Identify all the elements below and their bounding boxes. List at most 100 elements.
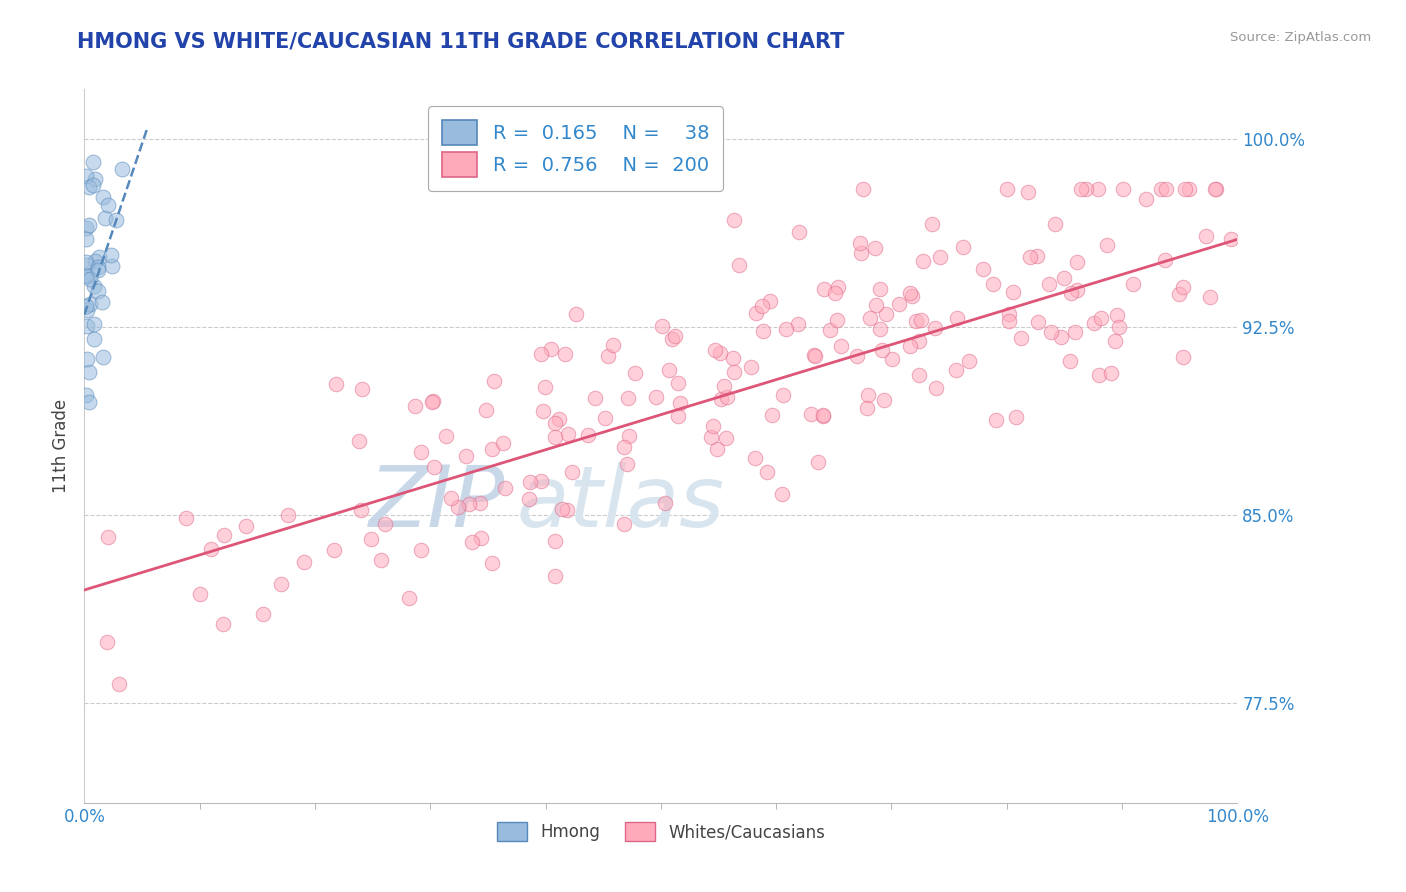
Point	[1173, 351, 1195, 365]
Point	[613, 517, 636, 532]
Point	[598, 349, 620, 363]
Text: atlas: atlas	[517, 461, 724, 545]
Point	[90, 295, 112, 310]
Point	[925, 381, 948, 395]
Point	[94, 211, 117, 225]
Point	[79, 365, 101, 379]
Point	[699, 430, 721, 444]
Point	[404, 399, 426, 413]
Point	[576, 428, 599, 442]
Point	[101, 259, 124, 273]
Point	[751, 325, 773, 339]
Point	[75, 388, 97, 402]
Point	[602, 338, 624, 352]
Point	[277, 508, 299, 522]
Point	[517, 491, 540, 506]
Point	[998, 314, 1021, 328]
Point	[759, 293, 782, 308]
Point	[645, 390, 668, 404]
Point	[454, 449, 477, 463]
Point	[77, 179, 100, 194]
Point	[744, 451, 766, 466]
Point	[292, 555, 315, 569]
Point	[458, 497, 481, 511]
Point	[811, 409, 834, 424]
Point	[856, 401, 879, 415]
Point	[863, 241, 886, 255]
Point	[716, 390, 738, 404]
Point	[544, 430, 567, 444]
Point	[1066, 284, 1088, 298]
Point	[270, 577, 292, 591]
Point	[1043, 217, 1066, 231]
Point	[1025, 249, 1047, 263]
Point	[76, 303, 98, 318]
Point	[494, 481, 516, 495]
Point	[666, 376, 689, 390]
Point	[544, 569, 567, 583]
Point	[799, 407, 821, 421]
Point	[554, 347, 576, 361]
Point	[91, 350, 114, 364]
Point	[1198, 290, 1220, 304]
Point	[1066, 255, 1088, 269]
Point	[468, 496, 491, 510]
Point	[713, 379, 735, 393]
Point	[1050, 330, 1073, 344]
Point	[470, 531, 492, 545]
Point	[79, 272, 101, 286]
Point	[946, 310, 969, 325]
Point	[1040, 325, 1063, 339]
Point	[1026, 315, 1049, 329]
Point	[875, 307, 897, 321]
Point	[1083, 317, 1105, 331]
Point	[561, 465, 583, 479]
Point	[706, 442, 728, 456]
Point	[460, 535, 482, 549]
Point	[1220, 232, 1243, 246]
Point	[616, 457, 638, 471]
Point	[1154, 182, 1177, 196]
Point	[423, 460, 446, 475]
Point	[761, 408, 783, 422]
Point	[564, 306, 586, 320]
Point	[714, 431, 737, 445]
Legend: Hmong, Whites/Caucasians: Hmong, Whites/Caucasians	[489, 815, 832, 848]
Point	[1174, 182, 1197, 196]
Point	[534, 380, 557, 394]
Point	[555, 503, 578, 517]
Point	[900, 288, 922, 302]
Point	[1060, 286, 1083, 301]
Point	[434, 429, 457, 443]
Point	[1018, 250, 1040, 264]
Point	[807, 454, 830, 468]
Point	[825, 313, 848, 327]
Point	[75, 268, 97, 283]
Point	[1053, 271, 1076, 285]
Point	[492, 436, 515, 450]
Point	[852, 182, 875, 196]
Point	[481, 556, 503, 570]
Point	[76, 319, 98, 334]
Point	[1099, 366, 1122, 380]
Point	[482, 374, 505, 388]
Point	[212, 616, 235, 631]
Point	[1112, 182, 1135, 196]
Point	[370, 553, 392, 567]
Point	[188, 587, 211, 601]
Point	[77, 219, 100, 233]
Point	[1194, 229, 1216, 244]
Point	[347, 434, 370, 448]
Point	[519, 475, 541, 489]
Point	[984, 412, 1007, 426]
Point	[83, 278, 105, 293]
Point	[174, 510, 197, 524]
Point	[651, 319, 673, 334]
Point	[803, 348, 825, 362]
Point	[869, 322, 891, 336]
Point	[811, 408, 834, 422]
Point	[100, 248, 122, 262]
Point	[422, 393, 444, 408]
Point	[658, 362, 681, 376]
Point	[76, 268, 98, 283]
